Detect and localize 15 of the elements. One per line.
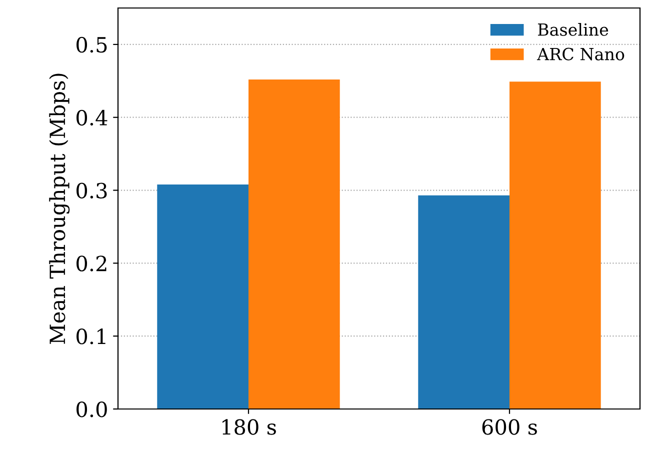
y-tick-label: 0.5: [76, 36, 107, 53]
bar: [157, 184, 248, 409]
legend-label: Baseline: [538, 23, 608, 36]
bar: [510, 82, 601, 409]
y-tick-label: 0.0: [76, 401, 107, 418]
y-tick-label: 0.4: [76, 110, 108, 126]
y-tick-label: 0.3: [76, 182, 107, 198]
x-tick-label: 600 s: [482, 419, 537, 435]
x-tick-label: 180 s: [222, 419, 276, 435]
bar: [248, 79, 340, 409]
y-tick-label: 0.2: [76, 256, 106, 272]
legend-label: ARC Nano: [536, 48, 624, 60]
y-tick-label: 0.1: [76, 328, 106, 344]
bar: [418, 195, 510, 409]
y-axis-title: Mean Throughput (Mbps): [49, 74, 70, 344]
